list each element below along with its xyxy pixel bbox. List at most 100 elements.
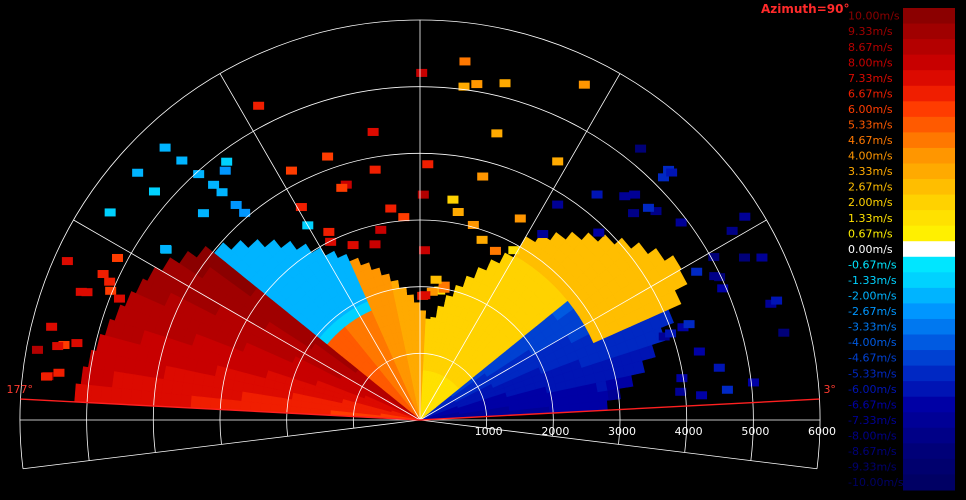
velocity-cell (465, 275, 475, 281)
colorbar-label: -8.67m/s (848, 445, 897, 458)
echo-cell (253, 101, 265, 110)
echo-cell (771, 296, 783, 305)
echo-cell (418, 246, 430, 255)
colorbar-swatch (903, 412, 955, 429)
colorbar-swatch (903, 318, 955, 336)
colorbar-label: 2.00m/s (848, 196, 893, 209)
colorbar-label: 8.00m/s (848, 56, 893, 69)
velocity-cell (229, 399, 242, 411)
colorbar-label: 9.33m/s (848, 25, 893, 38)
echo-cell (591, 190, 603, 199)
echo-cell (552, 200, 564, 209)
echo-cell (285, 166, 297, 175)
colorbar-swatch (903, 272, 955, 289)
echo-cell (747, 378, 759, 387)
velocity-cell (199, 396, 212, 410)
echo-cell (61, 257, 73, 266)
velocity-cell (260, 394, 273, 405)
elevation-limit-lines: 3° 177° (7, 383, 836, 421)
echo-cell (675, 218, 687, 227)
colorbar-label: 6.00m/s (848, 103, 893, 116)
colorbar-label: -8.00m/s (848, 429, 897, 442)
velocity-cell (488, 259, 501, 269)
echo-cell (721, 385, 733, 394)
range-tick-label: 6000 (808, 425, 836, 438)
colorbar-swatch (903, 23, 955, 40)
colorbar-label: 0.67m/s (848, 227, 893, 240)
echo-cell (430, 275, 442, 284)
velocity-cell (140, 390, 152, 407)
echo-cell (499, 79, 511, 88)
echo-cell (375, 225, 387, 234)
velocity-cell (419, 319, 426, 331)
echo-cell (619, 192, 631, 201)
colorbar-swatch (903, 381, 955, 398)
colorbar-label: 4.00m/s (848, 150, 893, 163)
echo-cell (71, 339, 83, 348)
velocity-cell (259, 402, 272, 413)
echo-cell (347, 241, 359, 250)
azimuth-spoke (419, 419, 818, 470)
echo-cell (708, 253, 720, 262)
velocity-cell (444, 295, 454, 305)
echo-cell (322, 152, 334, 161)
range-ring (19, 19, 821, 469)
echo-cell (419, 291, 431, 300)
velocity-cell (554, 232, 567, 242)
velocity-cell (620, 237, 632, 251)
velocity-cell (558, 403, 571, 413)
colorbar-label: -1.33m/s (848, 274, 897, 287)
echo-cell (216, 188, 228, 197)
velocity-cell (588, 400, 601, 412)
echo-cell (717, 284, 729, 293)
velocity-cell (269, 403, 282, 413)
echo-cell (219, 166, 231, 175)
velocity-cell (607, 388, 620, 401)
colorbar-swatch (903, 350, 955, 367)
elevation-line-left (20, 398, 421, 421)
velocity-cell (419, 329, 426, 341)
velocity-cell (654, 248, 666, 263)
colorbar-swatch (903, 116, 955, 133)
velocity-cell (424, 318, 431, 321)
echo-cell (221, 157, 233, 166)
echo-cell (112, 253, 124, 262)
echo-cell (31, 345, 43, 354)
velocity-cell (249, 401, 262, 412)
echo-cell (336, 183, 348, 192)
velocity-cell (414, 319, 421, 331)
echo-cell (665, 329, 677, 338)
elevation-label-left: 177° (7, 383, 34, 396)
velocity-cell (570, 231, 583, 243)
velocity-cell (270, 396, 283, 406)
colorbar-swatch (903, 147, 955, 164)
colorbar-swatch (903, 194, 955, 211)
polar-grid (19, 19, 821, 470)
velocity-cell (209, 397, 222, 410)
echo-cell (459, 57, 471, 66)
velocity-cell (279, 405, 292, 414)
velocity-cell (423, 329, 430, 341)
colorbar-label: -0.67m/s (848, 258, 897, 271)
echo-cell (508, 246, 520, 255)
velocity-cell (110, 387, 122, 405)
echo-cell (552, 157, 564, 166)
velocity-cell (180, 394, 192, 409)
echo-cell (778, 328, 790, 337)
echo-cell (739, 212, 751, 221)
velocity-cell (160, 392, 172, 408)
velocity-cell (80, 384, 93, 404)
azimuth-spoke (22, 419, 421, 470)
colorbar-swatch (903, 85, 955, 102)
colorbar-label: -7.33m/s (848, 414, 897, 427)
velocity-cell (190, 383, 204, 398)
colorbar-label: 10.00m/s (848, 10, 900, 23)
echo-cell (193, 170, 205, 179)
colorbar-swatch (903, 241, 955, 258)
velocity-cell (150, 391, 162, 407)
echo-cell (709, 272, 721, 281)
colorbar-swatch (903, 396, 955, 413)
echo-cell (765, 299, 777, 308)
velocity-cell (74, 383, 83, 403)
